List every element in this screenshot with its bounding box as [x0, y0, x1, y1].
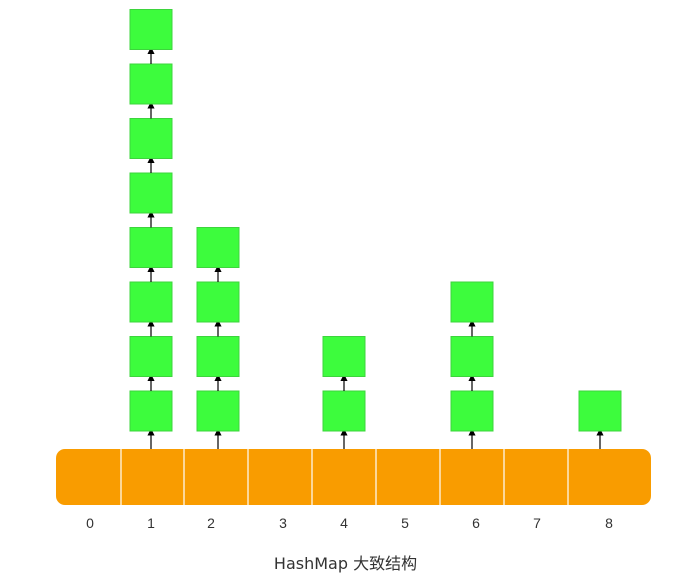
chain-node — [129, 281, 173, 323]
bucket-chains — [129, 9, 622, 449]
bucket-8-chain — [578, 390, 622, 449]
chain-node — [196, 390, 240, 432]
chain-node — [450, 390, 494, 432]
chain-node — [129, 227, 173, 268]
bucket-index-label: 7 — [533, 515, 541, 531]
chain-node — [129, 390, 173, 432]
chain-node — [129, 172, 173, 214]
bucket-index-label: 0 — [86, 515, 94, 531]
bucket-array-body — [56, 449, 651, 505]
chain-node — [450, 281, 494, 323]
chain-node — [129, 336, 173, 377]
bucket-index-label: 3 — [279, 515, 287, 531]
chain-node — [578, 390, 622, 432]
bucket-index-label: 4 — [340, 515, 348, 531]
bucket-index-label: 6 — [472, 515, 480, 531]
bucket-index-label: 8 — [605, 515, 613, 531]
chain-node — [129, 118, 173, 159]
chain-node — [129, 9, 173, 50]
bucket-array — [56, 449, 651, 505]
chain-node — [322, 336, 366, 377]
chain-node — [129, 63, 173, 105]
chain-node — [196, 336, 240, 377]
bucket-index-labels: 0 1 2 3 4 5 6 7 8 — [86, 515, 613, 531]
bucket-6-chain — [450, 281, 494, 449]
chain-node — [322, 390, 366, 432]
bucket-2-chain — [196, 227, 240, 449]
chain-node — [450, 336, 494, 377]
bucket-index-label: 2 — [207, 515, 215, 531]
chain-node — [196, 281, 240, 323]
bucket-4-chain — [322, 336, 366, 449]
bucket-1-chain — [129, 9, 173, 449]
chain-node — [196, 227, 240, 268]
bucket-index-label: 1 — [147, 515, 155, 531]
bucket-index-label: 5 — [401, 515, 409, 531]
diagram-caption: HashMap 大致结构 — [273, 554, 418, 573]
